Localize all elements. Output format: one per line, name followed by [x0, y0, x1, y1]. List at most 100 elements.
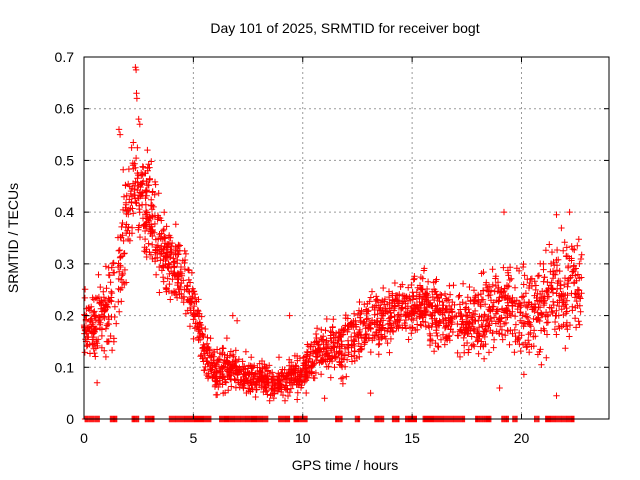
- data-point: [410, 276, 417, 283]
- data-point: [253, 386, 260, 393]
- data-point: [394, 317, 401, 325]
- data-point: [419, 318, 427, 325]
- data-point: [248, 369, 256, 376]
- data-point: [526, 349, 533, 356]
- data-point: [430, 348, 438, 355]
- data-point: [502, 314, 510, 321]
- data-point: [544, 312, 551, 320]
- data-point: [217, 368, 224, 376]
- data-point: [173, 294, 181, 301]
- data-point: [210, 357, 217, 364]
- data-point: [89, 294, 96, 301]
- data-point: [495, 298, 502, 305]
- data-point: [456, 353, 464, 361]
- data-point: [534, 351, 542, 358]
- data-point: [118, 284, 126, 291]
- data-point: [568, 257, 575, 264]
- data-point: [163, 243, 170, 250]
- data-point: [151, 191, 158, 198]
- data-point: [120, 250, 128, 257]
- data-point: [291, 374, 299, 381]
- data-point: [384, 320, 392, 328]
- data-point: [219, 374, 226, 381]
- data-point: [173, 271, 181, 278]
- data-point: [153, 243, 160, 251]
- data-point: [151, 220, 159, 228]
- data-point: [493, 297, 500, 304]
- x-tick-label: 15: [404, 430, 420, 446]
- data-point: [108, 298, 115, 305]
- data-point: [90, 345, 97, 352]
- data-point: [561, 274, 569, 282]
- data-point: [141, 170, 149, 177]
- data-point: [567, 274, 574, 281]
- data-point: [180, 299, 187, 306]
- data-point: [166, 250, 174, 258]
- data-point: [135, 226, 142, 233]
- data-point: [355, 329, 363, 337]
- data-point: [348, 322, 355, 330]
- data-point: [507, 312, 515, 319]
- data-point: [339, 374, 346, 381]
- data-point: [475, 324, 483, 331]
- chart-title: Day 101 of 2025, SRMTID for receiver bog…: [210, 20, 479, 36]
- data-point: [385, 293, 393, 301]
- data-point: [434, 332, 441, 340]
- data-point: [317, 334, 325, 342]
- data-point: [489, 330, 496, 337]
- data-point: [404, 308, 411, 316]
- data-point: [123, 210, 130, 218]
- data-point: [575, 318, 582, 325]
- data-point: [428, 312, 435, 320]
- data-point: [308, 368, 315, 375]
- data-point: [143, 253, 150, 261]
- data-point: [348, 333, 355, 341]
- y-tick-label: 0: [66, 411, 74, 427]
- data-point: [345, 351, 352, 358]
- data-point: [158, 243, 165, 250]
- data-point: [303, 389, 310, 397]
- data-point: [161, 240, 169, 247]
- x-axis-label: GPS time / hours: [292, 457, 399, 473]
- data-point: [546, 241, 553, 248]
- data-point: [141, 235, 149, 243]
- data-point: [334, 340, 341, 347]
- data-point: [478, 338, 485, 345]
- data-point: [422, 323, 430, 330]
- data-point: [248, 354, 255, 361]
- data-point: [331, 364, 338, 371]
- data-point: [541, 300, 548, 307]
- y-tick-label: 0.6: [55, 101, 75, 117]
- data-point: [351, 342, 358, 350]
- data-point: [317, 371, 325, 378]
- data-point: [408, 330, 415, 337]
- data-point: [229, 312, 236, 319]
- data-point: [371, 321, 379, 328]
- data-point: [212, 391, 220, 399]
- data-point: [98, 344, 106, 351]
- data-point: [367, 294, 374, 301]
- data-point: [321, 345, 329, 352]
- data-point: [404, 295, 412, 302]
- data-point: [471, 311, 479, 318]
- data-point: [286, 312, 293, 319]
- data-point: [477, 343, 484, 350]
- data-point: [543, 354, 550, 361]
- data-point: [198, 351, 205, 359]
- data-point: [318, 337, 326, 345]
- data-point: [116, 131, 124, 138]
- data-point: [564, 283, 571, 290]
- data-point: [194, 323, 201, 330]
- data-point: [85, 324, 92, 331]
- data-point: [527, 275, 534, 283]
- data-point: [325, 363, 332, 370]
- data-point: [494, 308, 501, 315]
- data-point: [108, 289, 116, 297]
- data-point: [469, 320, 476, 328]
- data-point: [379, 324, 386, 332]
- data-point: [417, 321, 424, 328]
- data-point: [258, 369, 265, 377]
- data-point: [244, 385, 252, 392]
- data-point: [107, 279, 114, 286]
- data-point: [461, 330, 468, 338]
